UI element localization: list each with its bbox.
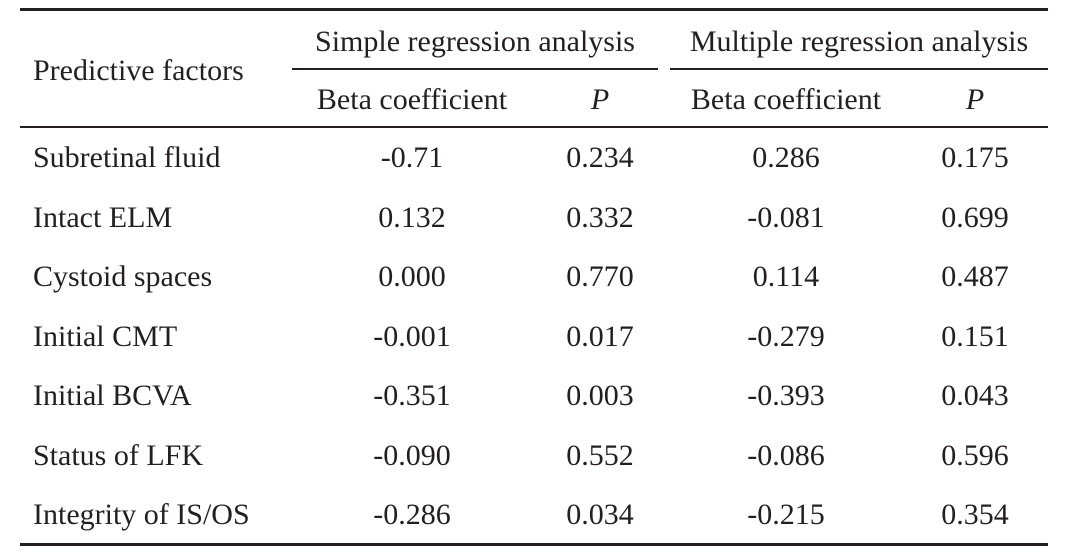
multiple-p-header: P (965, 83, 985, 116)
simple-beta-cell: -0.71 (380, 141, 444, 174)
factor-cell: Intact ELM (33, 201, 173, 234)
multiple-group-underline (670, 68, 1048, 70)
simple-beta-cell: -0.286 (373, 498, 451, 531)
row-label-header: Predictive factors (33, 54, 244, 87)
regression-table: Predictive factors Simple regression ana… (20, 8, 1048, 546)
simple-regression-header: Simple regression analysis (315, 25, 635, 58)
simple-p-cell: 0.770 (566, 260, 634, 293)
simple-beta-cell: 0.000 (378, 260, 446, 293)
multiple-p-cell: 0.354 (941, 498, 1009, 531)
multiple-p-cell: 0.699 (941, 201, 1009, 234)
multiple-beta-cell: -0.215 (747, 498, 825, 531)
simple-group-underline (292, 68, 658, 70)
simple-p-cell: 0.552 (566, 439, 634, 472)
factor-cell: Status of LFK (33, 439, 204, 472)
factor-cell: Initial BCVA (33, 379, 192, 412)
multiple-beta-cell: -0.279 (747, 320, 825, 353)
simple-beta-cell: -0.001 (373, 320, 451, 353)
factor-cell: Subretinal fluid (33, 141, 221, 174)
simple-beta-header: Beta coefficient (316, 83, 508, 116)
top-rule (20, 8, 1048, 11)
multiple-beta-cell: 0.114 (752, 260, 820, 293)
simple-beta-cell: 0.132 (378, 201, 446, 234)
factor-cell: Integrity of IS/OS (33, 498, 250, 531)
multiple-p-cell: 0.151 (941, 320, 1009, 353)
multiple-regression-header: Multiple regression analysis (689, 25, 1029, 58)
factor-cell: Cystoid spaces (33, 260, 213, 293)
simple-p-header: P (590, 83, 610, 116)
multiple-p-cell: 0.596 (941, 439, 1009, 472)
simple-p-cell: 0.234 (566, 141, 634, 174)
header-bottom-rule (20, 126, 1048, 128)
simple-p-cell: 0.017 (566, 320, 634, 353)
simple-p-cell: 0.332 (566, 201, 634, 234)
factor-cell: Initial CMT (33, 320, 178, 353)
multiple-beta-cell: 0.286 (752, 141, 820, 174)
multiple-beta-header: Beta coefficient (690, 83, 882, 116)
simple-p-cell: 0.003 (566, 379, 634, 412)
multiple-beta-cell: -0.081 (747, 201, 825, 234)
multiple-p-cell: 0.043 (941, 379, 1009, 412)
simple-p-cell: 0.034 (566, 498, 634, 531)
multiple-p-cell: 0.175 (941, 141, 1009, 174)
simple-beta-cell: -0.090 (373, 439, 451, 472)
simple-beta-cell: -0.351 (373, 379, 451, 412)
multiple-p-cell: 0.487 (941, 260, 1009, 293)
multiple-beta-cell: -0.393 (747, 379, 825, 412)
multiple-beta-cell: -0.086 (747, 439, 825, 472)
bottom-rule (20, 543, 1048, 546)
